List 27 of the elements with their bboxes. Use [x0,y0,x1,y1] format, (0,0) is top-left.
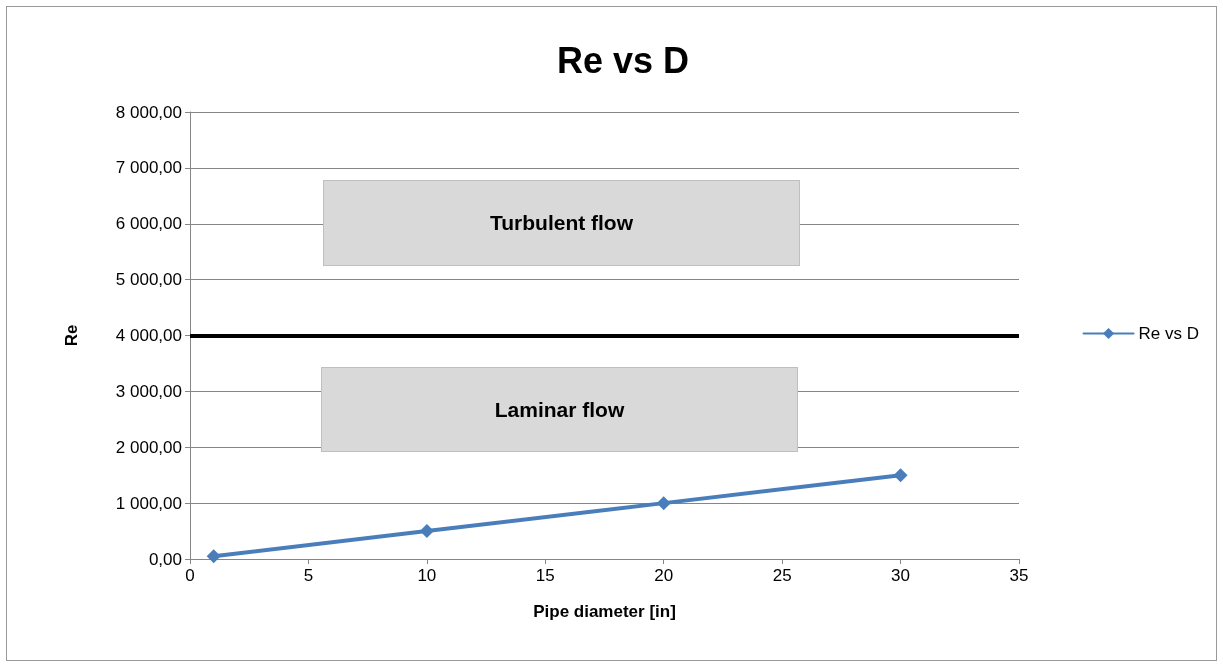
y-tick-label: 8 000,00 [115,102,182,122]
legend-label: Re vs D [1138,324,1200,343]
y-tick-label: 7 000,00 [115,158,182,178]
annotation: Laminar flow [494,397,625,422]
point [206,549,221,564]
y-tick-label: 1 000,00 [115,493,182,513]
annotation: Turbulent flow [489,211,634,235]
x-tick-label: 5 [303,566,314,585]
x-tick-label: 35 [1009,566,1029,585]
y-tick-label: 4 000,00 [115,326,182,345]
y-tick-label: 3 000,00 [115,381,182,401]
y-tick-label: 5 000,00 [115,270,182,290]
x-axis-title: Pipe diameter [in] [533,602,676,621]
chart-title: Re vs D [556,39,690,81]
x-tick-label: 30 [891,566,911,585]
x-tick-label: 0 [185,566,195,585]
y-tick-label: 0,00 [148,549,182,569]
x-tick-label: 10 [417,566,437,585]
y-axis-title: Re [62,324,81,347]
point [419,524,434,539]
y-tick-label: 6 000,00 [115,214,182,234]
x-tick-label: 15 [535,566,555,585]
x-tick-label: 25 [772,566,792,585]
y-tick-label: 2 000,00 [115,437,182,457]
x-tick-label: 20 [654,566,674,585]
point [893,468,908,483]
point [656,496,671,511]
